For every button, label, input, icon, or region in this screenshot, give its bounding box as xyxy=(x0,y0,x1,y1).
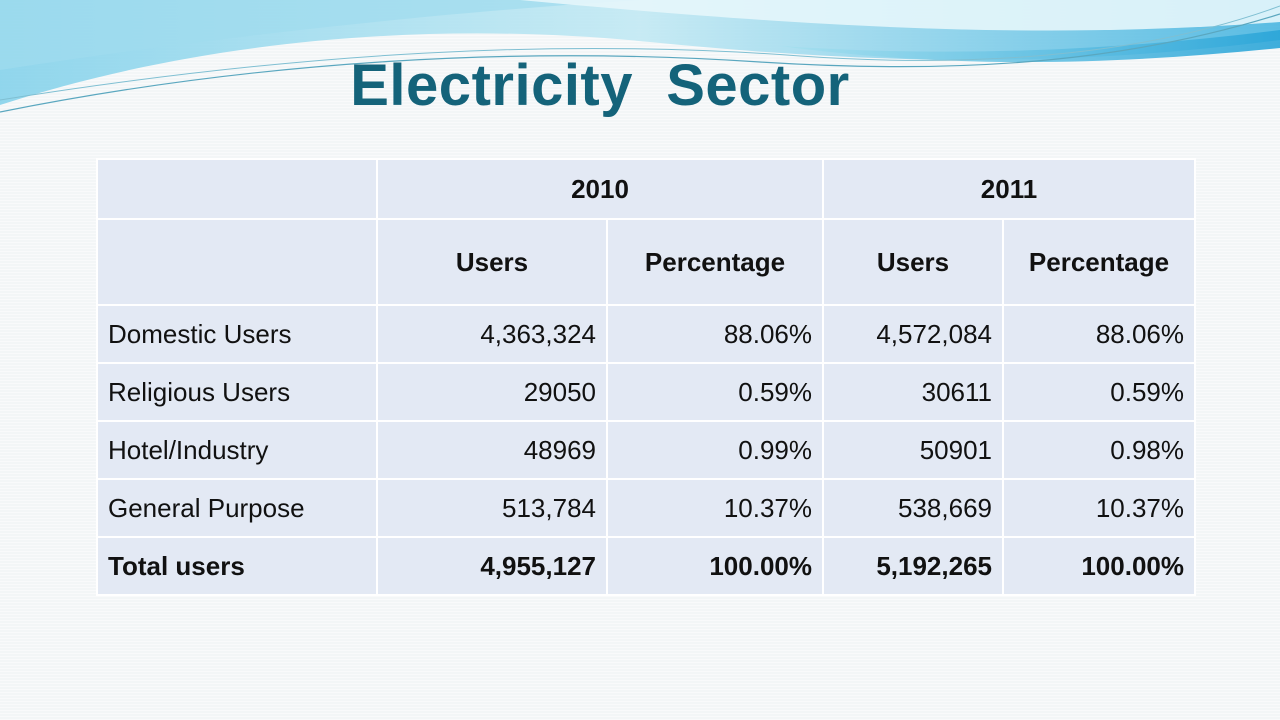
cell-users-2011: 30611 xyxy=(822,362,1004,422)
table-row: Hotel/Industry 48969 0.99% 50901 0.98% xyxy=(96,420,1196,480)
table-row: Domestic Users 4,363,324 88.06% 4,572,08… xyxy=(96,304,1196,364)
cell-percentage-2011: 10.37% xyxy=(1002,478,1196,538)
total-users-2011: 5,192,265 xyxy=(822,536,1004,596)
subheader-users-2011: Users xyxy=(822,218,1004,306)
cell-percentage-2011: 88.06% xyxy=(1002,304,1196,364)
year-header-2011: 2011 xyxy=(822,158,1196,220)
row-label: Religious Users xyxy=(96,362,378,422)
table-corner-cell xyxy=(96,218,378,306)
cell-users-2010: 48969 xyxy=(376,420,608,480)
table-year-header-row: 2010 2011 xyxy=(96,158,1196,220)
table-row: Religious Users 29050 0.59% 30611 0.59% xyxy=(96,362,1196,422)
cell-percentage-2010: 10.37% xyxy=(606,478,824,538)
table-subheader-row: Users Percentage Users Percentage xyxy=(96,218,1196,306)
subheader-percentage-2010: Percentage xyxy=(606,218,824,306)
cell-users-2011: 50901 xyxy=(822,420,1004,480)
cell-percentage-2010: 0.99% xyxy=(606,420,824,480)
cell-users-2011: 538,669 xyxy=(822,478,1004,538)
slide-title: Electricity Sector xyxy=(350,53,850,118)
subheader-users-2010: Users xyxy=(376,218,608,306)
total-users-2010: 4,955,127 xyxy=(376,536,608,596)
decorative-wave-header xyxy=(0,0,1280,113)
total-percentage-2010: 100.00% xyxy=(606,536,824,596)
cell-percentage-2010: 88.06% xyxy=(606,304,824,364)
total-percentage-2011: 100.00% xyxy=(1002,536,1196,596)
row-label: General Purpose xyxy=(96,478,378,538)
cell-users-2011: 4,572,084 xyxy=(822,304,1004,364)
year-header-2010: 2010 xyxy=(376,158,824,220)
electricity-users-table: 2010 2011 Users Percentage Users Percent… xyxy=(96,158,1196,596)
cell-users-2010: 4,363,324 xyxy=(376,304,608,364)
table-total-row: Total users 4,955,127 100.00% 5,192,265 … xyxy=(96,536,1196,596)
cell-users-2010: 513,784 xyxy=(376,478,608,538)
row-label: Hotel/Industry xyxy=(96,420,378,480)
cell-percentage-2011: 0.59% xyxy=(1002,362,1196,422)
cell-percentage-2010: 0.59% xyxy=(606,362,824,422)
table-corner-cell xyxy=(96,158,378,220)
subheader-percentage-2011: Percentage xyxy=(1002,218,1196,306)
total-row-label: Total users xyxy=(96,536,378,596)
cell-users-2010: 29050 xyxy=(376,362,608,422)
table-row: General Purpose 513,784 10.37% 538,669 1… xyxy=(96,478,1196,538)
row-label: Domestic Users xyxy=(96,304,378,364)
cell-percentage-2011: 0.98% xyxy=(1002,420,1196,480)
